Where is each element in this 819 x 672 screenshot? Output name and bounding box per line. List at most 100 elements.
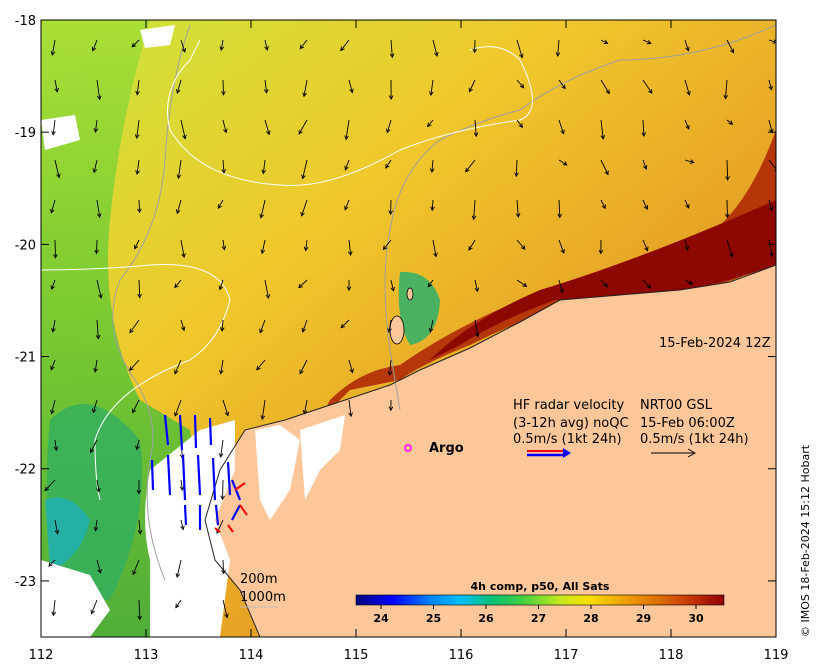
current-vector <box>264 119 270 135</box>
nrt-line1: NRT00 GSL <box>640 398 713 413</box>
current-vector-head <box>129 366 134 372</box>
current-vector-head <box>430 206 435 212</box>
current-vector-head <box>301 327 306 333</box>
current-vector <box>344 159 350 170</box>
current-vector-head <box>349 368 354 374</box>
current-vector <box>51 39 56 56</box>
isobath-1000m-2 <box>41 263 231 501</box>
current-vector <box>136 79 140 95</box>
current-vector-head <box>427 122 432 128</box>
current-vector-head <box>93 526 99 532</box>
current-vector <box>516 79 524 89</box>
current-vector-head <box>561 84 566 90</box>
current-vector <box>642 79 653 94</box>
argo-float-marker[interactable] <box>404 444 412 452</box>
current-vector <box>138 599 141 620</box>
current-vector-head <box>92 168 98 174</box>
current-vector <box>221 319 224 332</box>
isobath-200m <box>112 24 191 581</box>
current-vector-head <box>603 39 609 44</box>
current-vector-head <box>725 213 730 219</box>
current-vector <box>642 119 645 137</box>
current-vector <box>383 239 392 250</box>
current-vector <box>390 39 393 58</box>
current-vector <box>222 559 225 574</box>
current-vector <box>96 559 101 573</box>
current-vector <box>642 279 652 289</box>
cloud-mask-1 <box>145 420 235 637</box>
current-vector <box>558 79 566 89</box>
credit-text: © IMOS 18-Feb-2024 15:12 Hobart <box>799 444 812 637</box>
current-vector-head <box>220 495 225 501</box>
current-vector <box>600 39 608 44</box>
current-vector <box>427 119 434 127</box>
current-vector <box>726 39 734 53</box>
current-vector-head <box>180 326 186 332</box>
current-vector-head <box>91 46 97 52</box>
current-vector <box>388 319 392 333</box>
current-vector <box>558 159 568 166</box>
current-vector-head <box>50 51 56 56</box>
current-vector <box>516 239 526 250</box>
current-vector <box>684 79 690 95</box>
current-vector <box>264 279 269 299</box>
current-vector-head <box>685 203 690 209</box>
current-vector-head <box>259 213 264 219</box>
current-vector-head <box>340 323 346 329</box>
current-vector <box>684 199 690 209</box>
current-vector <box>302 319 308 333</box>
current-vector-head <box>644 246 649 252</box>
current-vector <box>220 439 224 458</box>
current-vector <box>726 119 733 125</box>
current-vector <box>557 39 560 56</box>
current-vector <box>465 159 476 173</box>
current-vector-head <box>96 213 102 219</box>
current-vector-head <box>50 365 55 371</box>
x-tick-label: 114 <box>239 648 264 663</box>
current-vector-head <box>51 611 57 617</box>
hot-coastal-band <box>430 200 776 360</box>
nrt-line2: 15-Feb 06:00Z <box>640 416 735 431</box>
current-vector-head <box>135 170 140 175</box>
current-vector-head <box>344 135 349 141</box>
current-vector <box>51 399 56 414</box>
current-vector-head <box>769 252 774 258</box>
current-vector-head <box>471 215 477 221</box>
current-vector-head <box>729 252 734 258</box>
current-vector <box>600 79 610 94</box>
colorbar-tick-label: 24 <box>373 612 389 625</box>
current-vector-head <box>302 92 307 98</box>
current-vector <box>348 399 352 417</box>
cloud-mask-4 <box>41 560 110 637</box>
current-vector-head <box>768 206 774 212</box>
current-vector-head <box>515 213 521 218</box>
current-vector <box>558 279 563 293</box>
current-vector <box>54 159 60 178</box>
current-vector-head <box>598 249 604 255</box>
current-vector <box>222 159 225 173</box>
current-vector <box>642 199 648 210</box>
current-vector-head <box>129 328 134 334</box>
current-vector-head <box>389 53 395 59</box>
current-vector <box>474 279 479 292</box>
current-vector-head <box>217 204 222 210</box>
current-vector <box>385 159 392 169</box>
hf-radar-vectors-red <box>214 482 248 533</box>
current-vector <box>129 359 140 371</box>
current-vector-head <box>221 91 226 96</box>
current-vector-head <box>303 246 309 252</box>
current-vector <box>48 559 56 567</box>
current-vector-head <box>519 83 525 89</box>
current-vector-head <box>223 128 228 134</box>
current-vector-head <box>180 525 185 531</box>
current-vector <box>176 559 182 578</box>
current-vector-head <box>50 285 55 291</box>
current-vector <box>180 519 184 530</box>
current-vector-head <box>266 130 271 136</box>
current-vector-head <box>522 282 528 287</box>
current-vector-head <box>50 409 55 415</box>
current-vector-head <box>135 90 140 96</box>
current-vector-head <box>685 124 690 130</box>
current-vector-head <box>53 446 59 452</box>
current-vector <box>90 439 98 453</box>
